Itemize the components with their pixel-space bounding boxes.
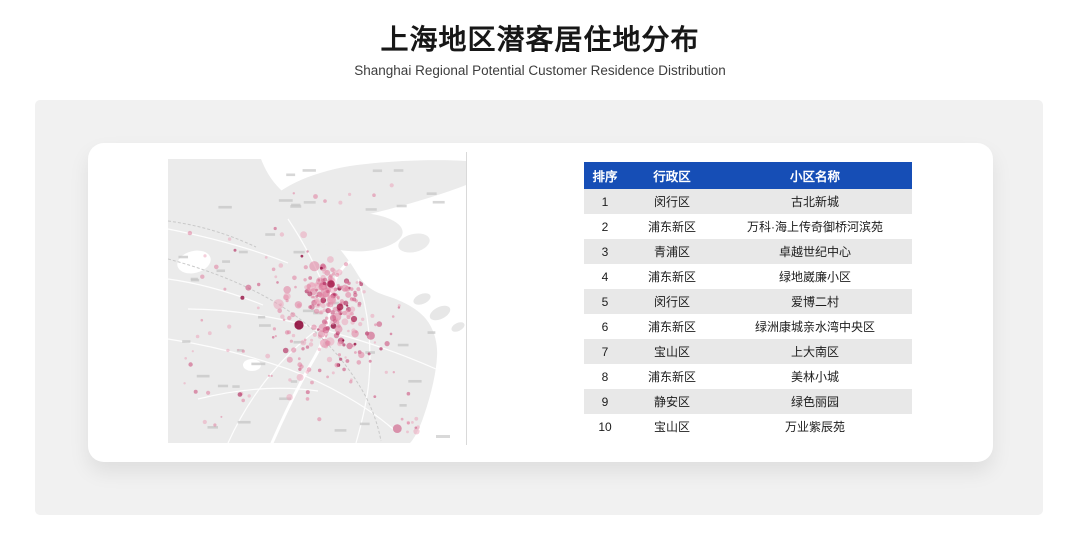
community-cell: 古北新城 xyxy=(790,195,839,209)
table-row: 8 浦东新区 美林小城 xyxy=(584,364,912,389)
district-cell: 浦东新区 xyxy=(647,370,696,384)
table-row: 10 宝山区 万业紫辰苑 xyxy=(584,414,912,439)
community-cell: 上大南区 xyxy=(790,345,839,359)
rank-cell: 2 xyxy=(601,219,609,234)
customer-density-dots xyxy=(183,183,420,435)
ranking-table: 排序 行政区 小区名称 1 闵行区 古北新城 2 浦东新区 万科·海上传奇御桥河滨苑 3 青浦… xyxy=(584,162,912,439)
district-cell: 静安区 xyxy=(653,395,690,409)
content-panel: 排序 行政区 小区名称 1 闵行区 古北新城 2 浦东新区 万科·海上传奇御桥河滨苑 3 青浦… xyxy=(35,100,1043,515)
header-cell-rank: 排序 xyxy=(584,162,626,189)
rank-cell: 5 xyxy=(601,294,609,309)
table-row: 3 青浦区 卓越世纪中心 xyxy=(584,239,912,264)
table-row: 9 静安区 绿色丽园 xyxy=(584,389,912,414)
shanghai-map xyxy=(168,159,466,443)
rank-cell: 3 xyxy=(601,244,609,259)
district-cell: 闵行区 xyxy=(653,295,690,309)
map-table-divider xyxy=(466,152,467,445)
page-header: 上海地区潜客居住地分布 Shanghai Regional Potential … xyxy=(0,24,1080,79)
community-cell: 绿色丽园 xyxy=(790,395,839,409)
shanghai-map-svg xyxy=(168,159,466,443)
community-cell: 美林小城 xyxy=(790,370,839,384)
header-cell-community: 小区名称 xyxy=(718,162,912,189)
rank-cell: 10 xyxy=(598,419,612,434)
community-cell: 爱博二村 xyxy=(790,295,839,309)
community-cell: 绿洲康城亲水湾中央区 xyxy=(754,320,875,334)
district-cell: 闵行区 xyxy=(653,195,690,209)
district-cell: 宝山区 xyxy=(653,345,690,359)
table-header-row: 排序 行政区 小区名称 xyxy=(584,162,912,189)
table-row: 2 浦东新区 万科·海上传奇御桥河滨苑 xyxy=(584,214,912,239)
rank-cell: 4 xyxy=(601,269,609,284)
rank-cell: 8 xyxy=(601,369,609,384)
community-cell: 绿地崴廉小区 xyxy=(778,270,851,284)
table-row: 6 浦东新区 绿洲康城亲水湾中央区 xyxy=(584,314,912,339)
district-cell: 浦东新区 xyxy=(647,270,696,284)
table-row: 5 闵行区 爱博二村 xyxy=(584,289,912,314)
page-title: 上海地区潜客居住地分布 xyxy=(380,24,700,55)
rank-cell: 9 xyxy=(601,394,609,409)
rank-cell: 1 xyxy=(601,194,609,209)
district-cell: 浦东新区 xyxy=(647,320,696,334)
table-row: 7 宝山区 上大南区 xyxy=(584,339,912,364)
table-row: 4 浦东新区 绿地崴廉小区 xyxy=(584,264,912,289)
rank-cell: 7 xyxy=(601,344,609,359)
community-cell: 万业紫辰苑 xyxy=(784,420,845,434)
page-subtitle: Shanghai Regional Potential Customer Res… xyxy=(354,63,726,78)
content-card: 排序 行政区 小区名称 1 闵行区 古北新城 2 浦东新区 万科·海上传奇御桥河滨苑 3 青浦… xyxy=(88,143,993,462)
community-cell: 卓越世纪中心 xyxy=(778,245,851,259)
district-cell: 浦东新区 xyxy=(647,220,696,234)
map-attribution-mark xyxy=(436,435,450,438)
district-cell: 宝山区 xyxy=(653,420,690,434)
district-cell: 青浦区 xyxy=(653,245,690,259)
community-cell: 万科·海上传奇御桥河滨苑 xyxy=(747,220,883,234)
header-cell-district: 行政区 xyxy=(626,162,718,189)
table-row: 1 闵行区 古北新城 xyxy=(584,189,912,214)
rank-cell: 6 xyxy=(601,319,609,334)
